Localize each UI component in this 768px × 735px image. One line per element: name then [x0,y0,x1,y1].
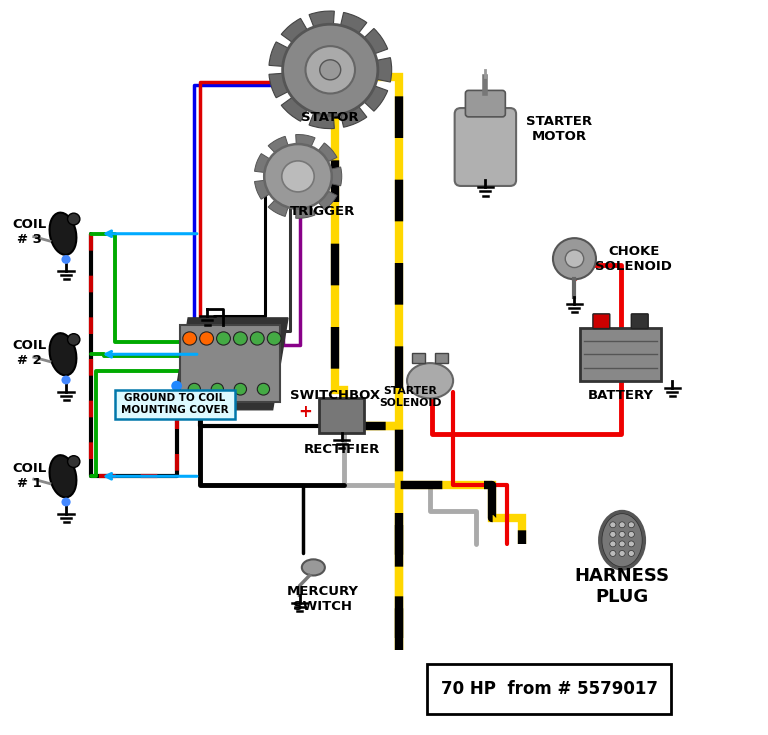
Wedge shape [309,11,334,29]
Wedge shape [318,191,337,210]
Wedge shape [254,180,270,199]
FancyBboxPatch shape [455,108,516,186]
Wedge shape [318,143,337,162]
FancyBboxPatch shape [631,314,648,329]
Text: HARNESS
PLUG: HARNESS PLUG [574,567,670,606]
Circle shape [68,334,80,345]
Circle shape [257,384,270,395]
Ellipse shape [50,212,76,255]
Circle shape [565,250,584,268]
Ellipse shape [50,455,76,498]
Circle shape [610,522,616,528]
Circle shape [250,332,264,345]
Circle shape [283,24,378,115]
Circle shape [319,60,341,80]
FancyBboxPatch shape [180,325,280,403]
Circle shape [619,522,625,528]
Circle shape [200,332,214,345]
Wedge shape [269,74,290,98]
Text: +: + [299,403,313,420]
Text: SWITCHBOX: SWITCHBOX [290,389,380,402]
Circle shape [628,551,634,556]
Wedge shape [254,154,270,173]
Wedge shape [268,136,288,154]
Text: RECTIFIER: RECTIFIER [303,443,380,456]
Circle shape [61,255,71,264]
Circle shape [628,522,634,528]
Circle shape [264,144,332,209]
Text: BATTERY: BATTERY [588,389,654,402]
Text: STATOR: STATOR [301,111,359,124]
FancyBboxPatch shape [593,314,610,329]
Circle shape [188,384,200,395]
Wedge shape [296,206,315,218]
FancyBboxPatch shape [319,398,364,433]
Text: COIL
# 3: COIL # 3 [12,218,47,245]
Wedge shape [340,105,367,127]
Circle shape [233,332,247,345]
FancyBboxPatch shape [412,353,425,363]
FancyBboxPatch shape [427,664,671,714]
FancyBboxPatch shape [465,90,505,117]
Wedge shape [281,96,308,121]
Circle shape [553,238,596,279]
Text: GROUND TO COIL
MOUNTING COVER: GROUND TO COIL MOUNTING COVER [121,393,229,415]
Circle shape [68,213,80,225]
Circle shape [267,332,281,345]
Wedge shape [281,18,308,43]
Wedge shape [269,42,290,66]
Polygon shape [173,318,288,410]
Wedge shape [296,135,315,147]
Ellipse shape [407,363,453,398]
Wedge shape [363,85,388,111]
Circle shape [610,531,616,537]
Circle shape [234,384,247,395]
Circle shape [68,456,80,467]
Text: MERCURY
SWITCH: MERCURY SWITCH [286,585,359,613]
Circle shape [306,46,355,93]
Circle shape [610,551,616,556]
Circle shape [61,498,71,506]
Text: COIL
# 1: COIL # 1 [12,462,47,490]
FancyBboxPatch shape [435,353,448,363]
Wedge shape [268,199,288,217]
Ellipse shape [302,559,325,576]
Circle shape [217,332,230,345]
Circle shape [619,551,625,556]
Wedge shape [309,111,334,129]
FancyBboxPatch shape [115,390,235,419]
Text: CHOKE
SOLENOID: CHOKE SOLENOID [595,245,672,273]
FancyBboxPatch shape [581,328,660,381]
Circle shape [610,541,616,547]
Wedge shape [330,167,342,186]
Wedge shape [340,12,367,35]
Circle shape [628,531,634,537]
Text: 70 HP  from # 5579017: 70 HP from # 5579017 [441,681,657,698]
Wedge shape [363,29,388,54]
Circle shape [61,376,71,384]
Circle shape [183,332,197,345]
Circle shape [282,161,314,192]
Text: STARTER
MOTOR: STARTER MOTOR [526,115,592,143]
Text: STARTER
SOLENOID: STARTER SOLENOID [379,386,442,408]
Ellipse shape [50,333,76,376]
Wedge shape [376,57,392,82]
Circle shape [628,541,634,547]
Circle shape [171,381,182,391]
Circle shape [619,541,625,547]
Text: TRIGGER: TRIGGER [290,205,356,218]
Ellipse shape [601,513,644,567]
Circle shape [211,384,223,395]
Text: COIL
# 2: COIL # 2 [12,339,47,367]
Circle shape [619,531,625,537]
